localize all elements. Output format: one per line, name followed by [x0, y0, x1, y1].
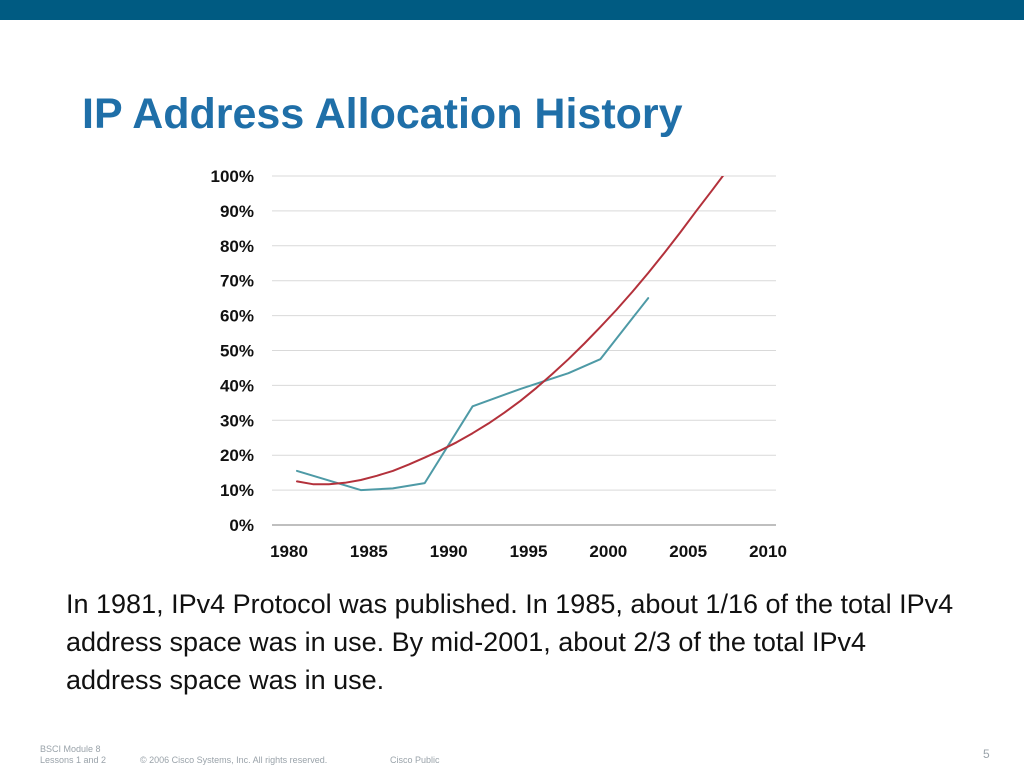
y-tick-label: 50% [220, 342, 254, 361]
y-axis-tick-labels: 0% 10% 20% 30% 40% 50% 60% 70% 80% 90% 100% [211, 167, 254, 535]
top-banner-bar [0, 0, 1024, 20]
footer-module-info: BSCI Module 8 Lessons 1 and 2 [40, 744, 106, 766]
y-tick-label: 10% [220, 481, 254, 500]
x-tick-label: 2005 [669, 542, 707, 561]
y-tick-label: 80% [220, 237, 254, 256]
x-tick-label: 1980 [270, 542, 308, 561]
trend-series-line [296, 176, 725, 486]
x-tick-label: 1985 [350, 542, 388, 561]
y-tick-label: 90% [220, 202, 254, 221]
y-tick-label: 40% [220, 376, 254, 395]
footer-module-line1: BSCI Module 8 [40, 744, 101, 754]
footer-module-line2: Lessons 1 and 2 [40, 755, 107, 765]
footer-copyright: © 2006 Cisco Systems, Inc. All rights re… [140, 755, 328, 765]
y-tick-label: 30% [220, 411, 254, 430]
footer-classification: Cisco Public [390, 755, 440, 765]
slide-body-text: In 1981, IPv4 Protocol was published. In… [66, 589, 954, 695]
y-tick-label: 0% [229, 516, 254, 535]
x-axis-tick-labels: 1980 1985 1990 1995 2000 2005 2010 [270, 542, 787, 561]
x-tick-label: 1995 [510, 542, 548, 561]
y-tick-label: 70% [220, 272, 254, 291]
x-tick-label: 2010 [749, 542, 787, 561]
allocation-series-line [296, 297, 650, 492]
y-tick-label: 100% [211, 167, 254, 186]
y-tick-label: 60% [220, 307, 254, 326]
x-tick-label: 2000 [589, 542, 627, 561]
slide-title: IP Address Allocation History [82, 90, 683, 138]
y-tick-label: 20% [220, 446, 254, 465]
chart-gridlines [272, 175, 776, 526]
x-tick-label: 1990 [430, 542, 468, 561]
chart-series [296, 176, 725, 492]
slide-page-number: 5 [983, 747, 990, 761]
